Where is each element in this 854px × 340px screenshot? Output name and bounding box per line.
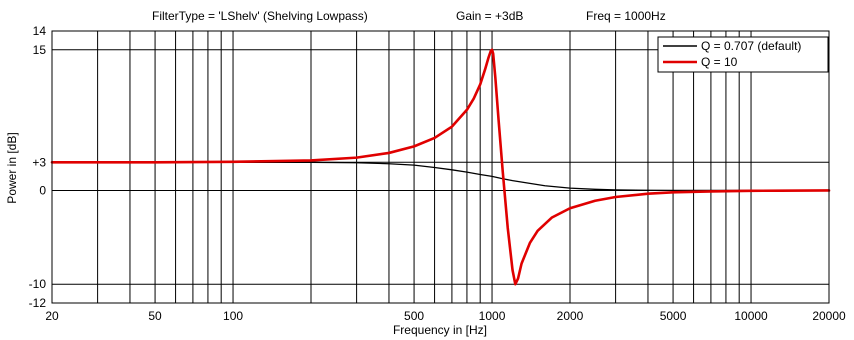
series-line-q0707 bbox=[51, 161, 830, 192]
legend-label-q0707: Q = 0.707 (default) bbox=[701, 39, 801, 53]
x-tick-label: 50 bbox=[148, 309, 162, 323]
legend-box bbox=[657, 36, 829, 73]
y-axis-label: Power in [dB] bbox=[5, 132, 19, 203]
y-tick-label: 0 bbox=[39, 183, 46, 197]
x-tick-label: 20000 bbox=[812, 309, 846, 323]
title-filter-type: FilterType = 'LShelv' (Shelving Lowpass) bbox=[152, 9, 368, 23]
plot-area bbox=[52, 31, 829, 303]
y-tick-label: +3 bbox=[32, 155, 46, 169]
chart-title: FilterType = 'LShelv' (Shelving Lowpass)… bbox=[152, 9, 666, 23]
x-tick-label: 2000 bbox=[557, 309, 584, 323]
y-tick-label: 15 bbox=[33, 43, 47, 57]
x-grid bbox=[97, 31, 752, 303]
series-layer bbox=[50, 48, 831, 286]
y-tick-labels: 14 15 +3 0 -10 -12 bbox=[29, 24, 47, 310]
y-tick-label: -10 bbox=[29, 277, 47, 291]
legend-label-q10: Q = 10 bbox=[701, 55, 738, 69]
x-tick-label: 10000 bbox=[734, 309, 768, 323]
x-tick-label: 100 bbox=[223, 309, 243, 323]
x-tick-label: 5000 bbox=[660, 309, 687, 323]
y-tick-label: -12 bbox=[29, 296, 47, 310]
y-tick-label: 14 bbox=[33, 24, 47, 38]
title-freq: Freq = 1000Hz bbox=[586, 9, 666, 23]
x-axis-label: Frequency in [Hz] bbox=[393, 323, 487, 337]
x-tick-labels: 20 50 100 500 1000 2000 5000 10000 20000 bbox=[45, 309, 846, 323]
x-tick-label: 1000 bbox=[479, 309, 506, 323]
x-tick-label: 500 bbox=[404, 309, 424, 323]
title-gain: Gain = +3dB bbox=[456, 9, 523, 23]
series-line-q10 bbox=[50, 48, 831, 286]
x-tick-label: 20 bbox=[45, 309, 59, 323]
plot-frame bbox=[51, 30, 830, 304]
legend: Q = 0.707 (default) Q = 10 bbox=[657, 36, 829, 73]
